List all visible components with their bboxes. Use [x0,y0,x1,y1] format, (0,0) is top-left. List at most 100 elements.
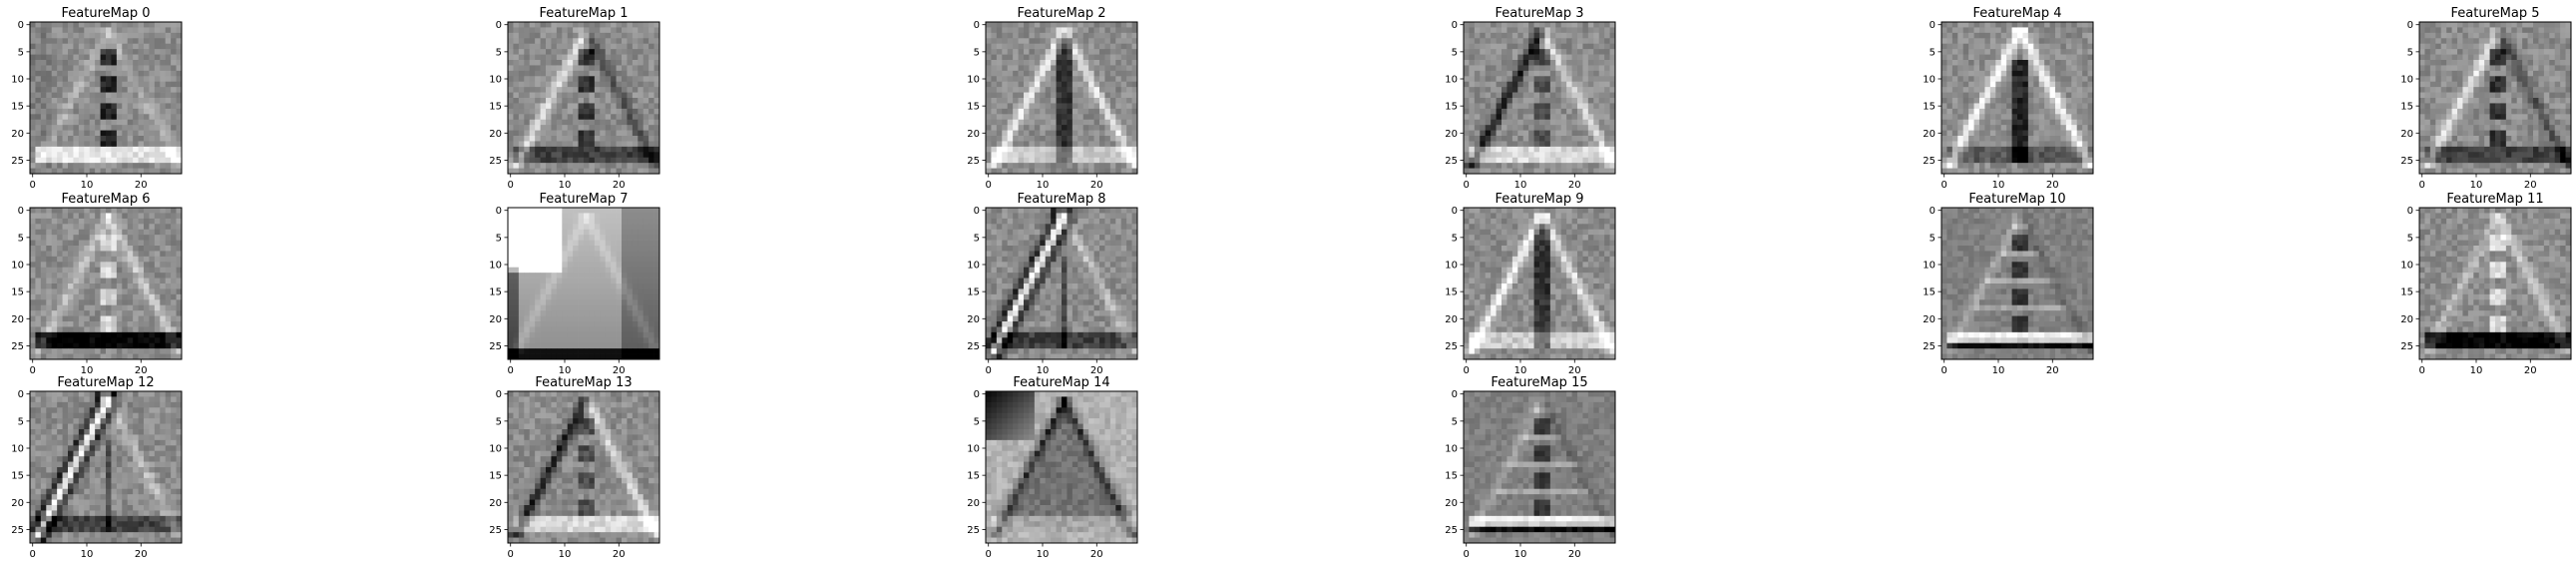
heatmap-cell [2451,157,2458,164]
heatmap-cell [2017,108,2023,115]
heatmap-cell [2440,114,2447,121]
heatmap-cell [1126,38,1132,45]
heatmap-cell [57,130,63,137]
heatmap-cell [165,32,172,39]
heatmap-cell [1099,43,1105,50]
heatmap-cell [508,43,514,50]
heatmap-cell [2065,27,2072,34]
heatmap-cell [1544,119,1551,126]
heatmap-cell [1464,146,1470,153]
heatmap-cell [2549,163,2556,169]
heatmap-cell [1088,49,1094,55]
heatmap-cell [986,103,992,110]
heatmap-cell [535,43,541,50]
heatmap-cell [2533,27,2539,34]
heatmap-cell [2082,157,2088,164]
heatmap-cell [2440,27,2447,34]
heatmap-cell [149,22,156,28]
heatmap-cell [1469,49,1476,55]
heatmap-cell [1995,108,2002,115]
heatmap-cell [648,152,654,159]
heatmap-cell [2505,76,2512,83]
heatmap-cell [578,65,585,72]
heatmap-cell [2543,92,2550,99]
heatmap-cell [578,60,585,66]
heatmap-cell [1469,70,1476,77]
heatmap-cell [986,152,992,159]
heatmap-cell [1018,49,1025,55]
heatmap-cell [1024,125,1030,131]
heatmap-cell [1067,163,1073,169]
heatmap-cell [1539,152,1545,159]
heatmap-cell [1002,76,1009,83]
heatmap-cell [1560,119,1567,126]
heatmap-cell [2451,119,2458,126]
heatmap-cell [1511,49,1518,55]
heatmap-cell [1582,168,1589,175]
heatmap-cell [1104,81,1111,88]
heatmap-cell [1995,32,2002,39]
heatmap-cell [1131,157,1138,164]
heatmap-cell [2087,103,2094,110]
heatmap-cell [1099,119,1105,126]
heatmap-cell [1587,27,1594,34]
heatmap-cell [1067,157,1073,164]
heatmap-cell [2033,49,2040,55]
heatmap-cell [611,108,617,115]
y-tick-label: 20 [1923,129,1935,140]
heatmap-cell [1109,81,1116,88]
heatmap-cell [2543,38,2550,45]
heatmap-cell [2033,130,2040,137]
heatmap-cell [600,65,607,72]
heatmap-cell [2022,49,2029,55]
heatmap-cell [1034,60,1041,66]
heatmap-cell [1464,130,1470,137]
heatmap-cell [1941,103,1947,110]
heatmap-cell [1502,136,1507,142]
heatmap-cell [2446,43,2452,50]
heatmap-cell [51,27,58,34]
heatmap-cell [2533,157,2539,164]
heatmap-cell [154,60,161,66]
heatmap-cell [2500,141,2507,148]
heatmap-cell [1082,141,1089,148]
heatmap-cell [2055,114,2061,121]
heatmap-cell [611,32,617,39]
heatmap-cell [2505,54,2512,61]
heatmap-cell [2543,98,2550,104]
heatmap-cell [2022,76,2029,83]
heatmap-cell [562,141,569,148]
heatmap-cell [154,103,161,110]
heatmap-cell [111,152,118,159]
heatmap-cell [1957,119,1964,126]
heatmap-cell [1072,65,1078,72]
heatmap-cell [84,235,91,241]
heatmap-cell [584,146,590,153]
heatmap-cell [1002,152,1009,159]
heatmap-cell [2565,65,2572,72]
heatmap-cell [1018,54,1025,61]
panel-title: FeatureMap 2 [1018,6,1106,21]
heatmap-cell [1968,32,1974,39]
heatmap-cell [540,141,547,148]
heatmap-cell [171,218,177,225]
heatmap-cell [567,130,574,137]
heatmap-cell [2457,136,2463,142]
heatmap-cell [1544,70,1551,77]
heatmap-cell [546,141,552,148]
heatmap-cell [1024,43,1030,50]
heatmap-cell [62,76,69,83]
heatmap-cell [638,103,644,110]
heatmap-cell [627,108,634,115]
heatmap-cell [2006,27,2012,34]
heatmap-cell [1582,103,1589,110]
heatmap-cell [1029,103,1036,110]
heatmap-cell [2554,157,2561,164]
heatmap-cell [653,54,660,61]
heatmap-cell [2033,163,2040,169]
heatmap-cell [40,27,47,34]
heatmap-cell [2049,49,2056,55]
heatmap-cell [648,168,654,175]
heatmap-cell [622,87,628,93]
